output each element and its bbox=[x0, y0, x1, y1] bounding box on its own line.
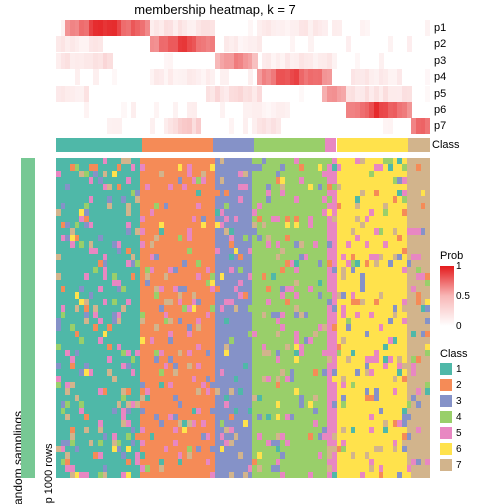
membership-row bbox=[56, 118, 430, 134]
legend-class-item: 1 bbox=[440, 362, 504, 376]
y-label-outer: 50 x 1 random samplings bbox=[4, 158, 18, 478]
class-bar-segment bbox=[254, 138, 325, 152]
class-annotation-label: Class bbox=[432, 139, 460, 151]
class-annotation-bar bbox=[56, 138, 430, 152]
legend-class-item: 3 bbox=[440, 394, 504, 408]
membership-heatmap bbox=[56, 20, 430, 134]
legend-prob: Prob 1 0.5 0 bbox=[440, 250, 500, 340]
legend-prob-title: Prob bbox=[440, 250, 500, 262]
legend-swatch-icon bbox=[440, 379, 452, 391]
membership-row bbox=[56, 36, 430, 52]
membership-row bbox=[56, 20, 430, 36]
main-heatmap bbox=[56, 158, 430, 478]
legend-class-label: 7 bbox=[456, 460, 462, 471]
legend-class-label: 6 bbox=[456, 444, 462, 455]
class-bar-segment bbox=[325, 138, 336, 152]
legend-class-item: 4 bbox=[440, 410, 504, 424]
membership-row-label: p6 bbox=[434, 104, 446, 116]
legend-class-title: Class bbox=[440, 348, 504, 360]
class-bar-segment bbox=[142, 138, 213, 152]
legend-class-item: 2 bbox=[440, 378, 504, 392]
legend-swatch-icon bbox=[440, 459, 452, 471]
membership-row-label: p4 bbox=[434, 71, 446, 83]
legend-class-item: 7 bbox=[440, 458, 504, 472]
legend-class-label: 3 bbox=[456, 396, 462, 407]
legend-prob-tick: 0 bbox=[456, 321, 462, 332]
membership-row-label: p3 bbox=[434, 55, 446, 67]
legend-swatch-icon bbox=[440, 443, 452, 455]
legend-prob-tick: 1 bbox=[456, 261, 462, 272]
legend-prob-colorbar bbox=[440, 266, 454, 326]
membership-row-label: p1 bbox=[434, 22, 446, 34]
membership-row bbox=[56, 69, 430, 85]
row-annotation-bar bbox=[21, 158, 35, 478]
class-bar-segment bbox=[213, 138, 254, 152]
class-bar-segment bbox=[337, 138, 408, 152]
legend-swatch-icon bbox=[440, 411, 452, 423]
legend-class-label: 1 bbox=[456, 364, 462, 375]
legend-class-label: 4 bbox=[456, 412, 462, 423]
chart-title: membership heatmap, k = 7 bbox=[0, 2, 430, 17]
membership-row-label: p2 bbox=[434, 38, 446, 50]
legend-swatch-icon bbox=[440, 363, 452, 375]
legend-class-label: 2 bbox=[456, 380, 462, 391]
legend-class-label: 5 bbox=[456, 428, 462, 439]
legend-swatch-icon bbox=[440, 395, 452, 407]
y-label-inner: top 1000 rows bbox=[36, 158, 50, 478]
class-bar-segment bbox=[408, 138, 430, 152]
membership-row-label: p7 bbox=[434, 120, 446, 132]
legend-class: Class 1 2 3 4 5 6 7 bbox=[440, 348, 504, 472]
membership-row-label: p5 bbox=[434, 88, 446, 100]
membership-row bbox=[56, 86, 430, 102]
class-bar-segment bbox=[56, 138, 142, 152]
membership-row bbox=[56, 53, 430, 69]
legend-swatch-icon bbox=[440, 427, 452, 439]
legend-class-item: 6 bbox=[440, 442, 504, 456]
membership-row bbox=[56, 102, 430, 118]
legend-prob-tick: 0.5 bbox=[456, 291, 470, 302]
legend-class-item: 5 bbox=[440, 426, 504, 440]
